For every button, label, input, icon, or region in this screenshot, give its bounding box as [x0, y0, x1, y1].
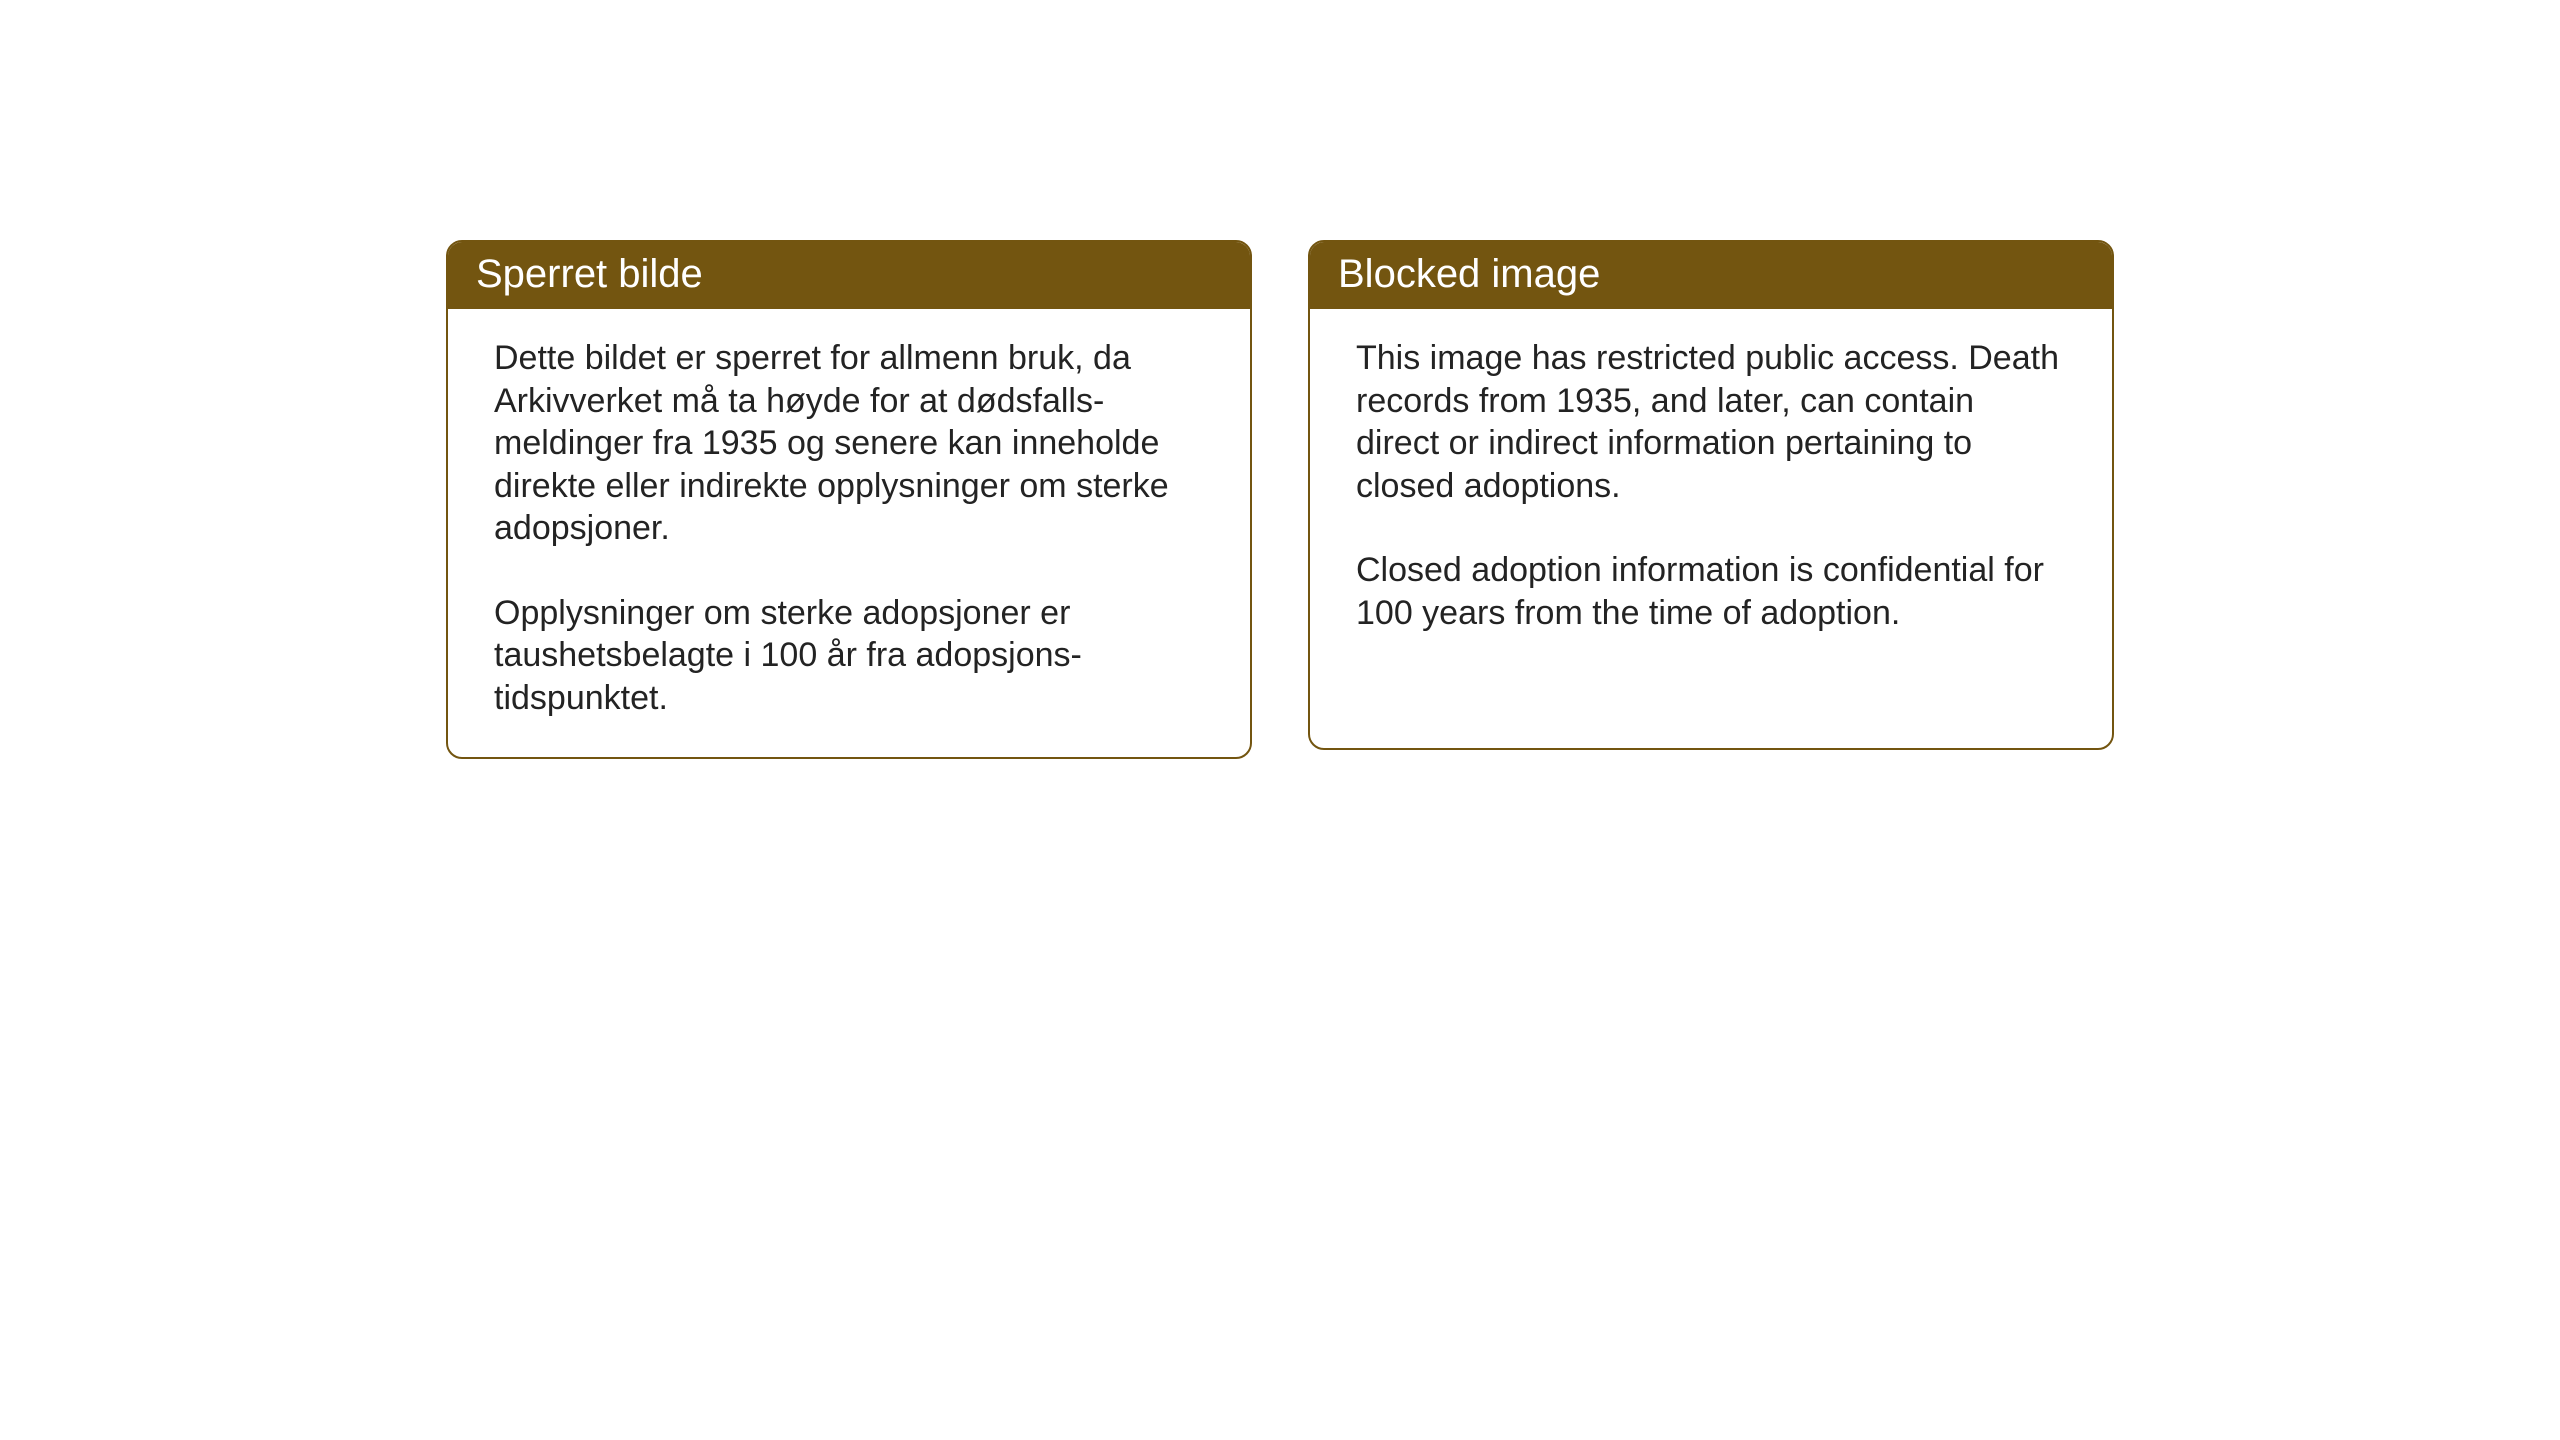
notice-title-english: Blocked image	[1310, 242, 2112, 309]
notice-body-english: This image has restricted public access.…	[1310, 309, 2112, 672]
notice-title-norwegian: Sperret bilde	[448, 242, 1250, 309]
notice-card-english: Blocked image This image has restricted …	[1308, 240, 2114, 750]
notice-paragraph-2-norwegian: Opplysninger om sterke adopsjoner er tau…	[494, 592, 1204, 720]
notice-container: Sperret bilde Dette bildet er sperret fo…	[446, 240, 2114, 759]
notice-card-norwegian: Sperret bilde Dette bildet er sperret fo…	[446, 240, 1252, 759]
notice-paragraph-1-norwegian: Dette bildet er sperret for allmenn bruk…	[494, 337, 1204, 550]
notice-body-norwegian: Dette bildet er sperret for allmenn bruk…	[448, 309, 1250, 757]
notice-paragraph-2-english: Closed adoption information is confident…	[1356, 549, 2066, 634]
notice-paragraph-1-english: This image has restricted public access.…	[1356, 337, 2066, 507]
